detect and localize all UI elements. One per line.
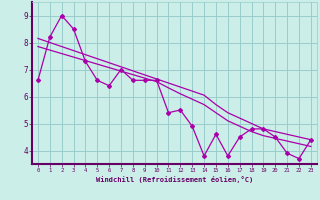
X-axis label: Windchill (Refroidissement éolien,°C): Windchill (Refroidissement éolien,°C) [96,176,253,183]
